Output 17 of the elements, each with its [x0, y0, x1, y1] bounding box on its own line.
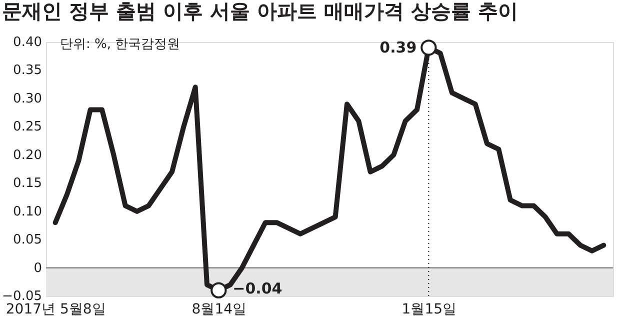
- y-tick-label: 0.30: [13, 91, 42, 106]
- y-tick-label: 0.35: [13, 63, 42, 78]
- annotation: −0.04: [232, 279, 282, 298]
- chart-title: 문재인 정부 출범 이후 서울 아파트 매매가격 상승률 추이: [2, 0, 518, 23]
- y-tick-label: 0.25: [13, 120, 42, 135]
- x-tick-label: 2017년 5월8일: [6, 302, 106, 318]
- y-tick-label: 0.15: [13, 176, 42, 192]
- annotation: 0.39: [380, 38, 417, 57]
- y-tick-label: 0: [34, 260, 42, 276]
- y-tick-label: 0.05: [13, 232, 42, 248]
- x-tick-label: 1월15일: [402, 302, 457, 318]
- x-tick-label: 8월14일: [192, 302, 247, 318]
- y-tick-label: 0.20: [13, 148, 42, 163]
- y-tick-label: 0.10: [13, 204, 42, 220]
- chart-subtitle: 단위: %, 한국감정원: [60, 37, 180, 52]
- y-tick-label: 0.40: [13, 35, 42, 50]
- y-tick-label: −0.05: [2, 289, 42, 304]
